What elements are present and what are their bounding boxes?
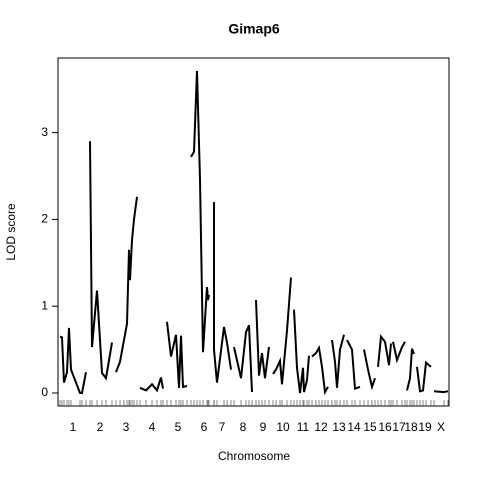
- y-tick-label: 2: [41, 212, 48, 226]
- x-tick-label: 17: [392, 420, 406, 434]
- y-tick-label: 3: [41, 125, 48, 139]
- y-tick-label: 0: [41, 385, 48, 399]
- x-tick-label: 12: [314, 420, 328, 434]
- x-tick-label: 3: [123, 420, 130, 434]
- x-tick-label: 5: [175, 420, 182, 434]
- x-tick-label: 6: [201, 420, 208, 434]
- lod-line: [59, 70, 449, 396]
- x-tick-label: 2: [97, 420, 104, 434]
- x-tick-label: 18: [404, 420, 418, 434]
- x-tick-label: X: [437, 420, 445, 434]
- y-tick-label: 1: [41, 298, 48, 312]
- x-tick-label: 9: [260, 420, 267, 434]
- x-tick-label: 4: [149, 420, 156, 434]
- x-tick-label: 8: [240, 420, 247, 434]
- x-tick-label: 13: [332, 420, 346, 434]
- x-tick-label: 15: [363, 420, 377, 434]
- x-tick-label: 19: [418, 420, 432, 434]
- x-tick-label: 1: [70, 420, 77, 434]
- plot-frame: [57, 57, 450, 407]
- x-tick-label: 7: [219, 420, 226, 434]
- x-tick-label: 11: [297, 420, 310, 434]
- x-tick-label: 10: [276, 420, 290, 434]
- x-tick-label: 14: [347, 420, 361, 434]
- x-axis-label: Chromosome: [218, 449, 290, 463]
- x-tick-label: 16: [378, 420, 392, 434]
- chart-title: Gimap6: [228, 21, 280, 37]
- y-axis-label: LOD score: [4, 203, 18, 261]
